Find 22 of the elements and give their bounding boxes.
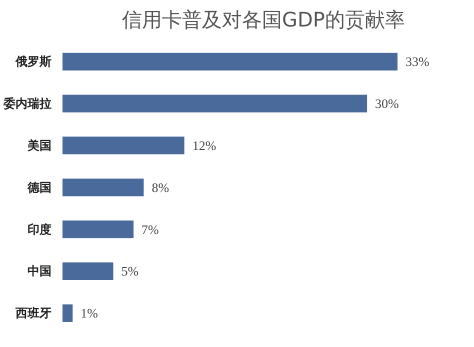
data-label: 5% <box>121 264 139 279</box>
bar <box>62 262 114 280</box>
bar <box>62 52 398 70</box>
chart-title: 信用卡普及对各国GDP的贡献率 <box>122 8 405 32</box>
data-label: 12% <box>192 138 216 153</box>
y-tick-label: 德国 <box>26 180 52 194</box>
y-tick-label: 俄罗斯 <box>14 54 52 69</box>
y-tick-label: 委内瑞拉 <box>2 96 52 111</box>
bar <box>62 304 73 322</box>
y-tick-label: 西班牙 <box>14 306 52 320</box>
y-tick-label: 美国 <box>26 138 52 152</box>
data-label: 33% <box>406 54 430 70</box>
bar <box>62 136 184 154</box>
bar <box>62 94 368 112</box>
y-tick-label: 印度 <box>28 222 52 236</box>
bar <box>62 220 134 238</box>
data-label: 8% <box>152 180 170 195</box>
data-label: 1% <box>80 306 98 321</box>
bar <box>62 178 144 196</box>
y-tick-label: 中国 <box>28 264 52 278</box>
data-label: 7% <box>142 222 160 237</box>
data-label: 30% <box>375 96 400 112</box>
